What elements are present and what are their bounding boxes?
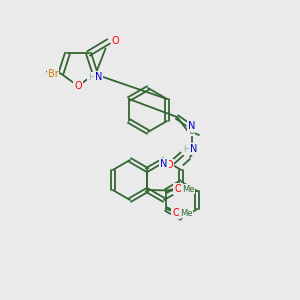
- Text: C: C: [188, 127, 194, 136]
- Text: N: N: [95, 72, 102, 82]
- Text: Me: Me: [180, 208, 192, 217]
- Text: H: H: [184, 146, 190, 154]
- Text: O: O: [174, 184, 182, 194]
- Text: N: N: [160, 159, 168, 169]
- Text: N: N: [190, 144, 198, 154]
- Text: O: O: [112, 36, 119, 46]
- Text: O: O: [172, 208, 180, 218]
- Text: Br: Br: [47, 69, 58, 79]
- Text: H: H: [88, 73, 95, 82]
- Text: N: N: [188, 121, 196, 131]
- Text: O: O: [165, 160, 173, 170]
- Text: O: O: [74, 81, 82, 91]
- Text: Me: Me: [182, 184, 194, 194]
